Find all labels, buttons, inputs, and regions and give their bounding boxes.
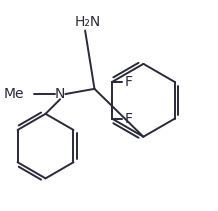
Text: F: F [124,75,132,89]
Text: H₂N: H₂N [75,15,101,29]
Text: Me: Me [3,87,24,101]
Text: F: F [124,112,132,126]
Text: N: N [55,87,65,101]
